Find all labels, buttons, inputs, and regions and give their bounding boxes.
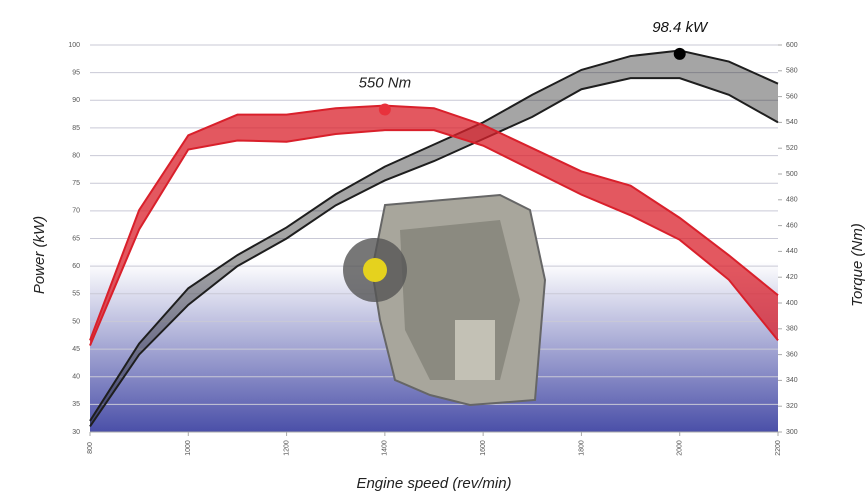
x-tick-label: 800 [87,442,94,454]
y-tick-label: 45 [72,346,80,353]
y2-axis-label: Torque (Nm) [849,223,865,307]
chart: 30 35 40 45 50 55 60 65 70 75 80 85 90 95 100 300 320 340… [0,0,865,499]
y-tick-label: 40 [72,374,80,381]
y2-tick-label: 320 [786,403,798,410]
y2-tick-label: 600 [786,42,798,49]
annotation-label: 550 Nm [359,74,412,91]
y-tick-label: 60 [72,263,80,270]
y-tick-label: 80 [72,152,80,159]
y2-tick-label: 540 [786,119,798,126]
x-tick-label: 2200 [775,440,782,456]
y-axis-label: Power (kW) [31,216,48,294]
x-tick-label: 1800 [578,440,585,456]
y2-tick-label: 580 [786,68,798,75]
y2-tick-label: 420 [786,274,798,281]
y2-tick-label: 360 [786,351,798,358]
y-tick-label: 90 [72,97,80,104]
y2-tick-label: 440 [786,248,798,255]
y-tick-label: 55 [72,291,80,298]
y-tick-label: 95 [72,69,80,76]
y2-tick-label: 300 [786,429,798,436]
x-tick-label: 1000 [185,440,192,456]
y2-tick-label: 380 [786,326,798,333]
y-tick-label: 100 [68,42,80,49]
annotation-marker [674,48,686,60]
y-tick-label: 65 [72,235,80,242]
y2-tick-label: 400 [786,300,798,307]
x-tick-label: 2000 [677,440,684,456]
x-tick-label: 1200 [283,440,290,456]
y-tick-label: 50 [72,318,80,325]
x-tick-label: 1400 [382,440,389,456]
y-tick-label: 35 [72,401,80,408]
y2-tick-label: 480 [786,197,798,204]
y-tick-label: 70 [72,208,80,215]
y-tick-label: 75 [72,180,80,187]
y2-tick-label: 520 [786,145,798,152]
y2-tick-label: 340 [786,377,798,384]
y2-tick-label: 460 [786,222,798,229]
annotation-marker [379,104,391,116]
y-tick-label: 30 [72,429,80,436]
annotation-label: 98.4 kW [652,19,709,36]
x-axis-label: Engine speed (rev/min) [356,475,511,492]
y2-tick-label: 500 [786,171,798,178]
y-tick-label: 85 [72,125,80,132]
y2-tick-label: 560 [786,93,798,100]
x-tick-label: 1600 [480,440,487,456]
